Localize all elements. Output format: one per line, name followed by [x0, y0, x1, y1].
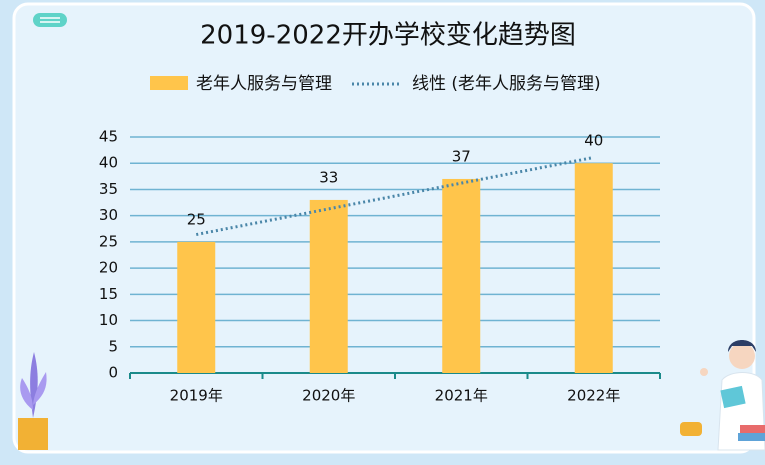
- y-tick-label: 30: [99, 206, 118, 224]
- y-tick-label: 25: [99, 232, 118, 250]
- legend-swatch: [150, 76, 188, 90]
- data-label: 37: [452, 147, 471, 165]
- data-label: 25: [187, 210, 206, 228]
- panel: [12, 2, 756, 454]
- bar: [574, 163, 613, 373]
- x-tick-label: 2020年: [302, 387, 355, 405]
- y-tick-label: 20: [99, 259, 118, 277]
- icon: [33, 13, 67, 27]
- x-tick-label: 2019年: [170, 387, 223, 405]
- person-decoration: [680, 340, 765, 451]
- bar: [177, 241, 216, 373]
- plant-decoration: [18, 352, 48, 450]
- x-tick-label: 2021年: [435, 387, 488, 405]
- y-tick-label: 45: [99, 128, 118, 146]
- x-tick-label: 2022年: [567, 387, 620, 405]
- chart-title: 2019-2022开办学校变化趋势图: [200, 21, 576, 51]
- y-tick-label: 35: [99, 180, 118, 198]
- y-tick-label: 5: [108, 337, 118, 355]
- bar: [309, 199, 348, 373]
- data-label: 33: [319, 168, 338, 186]
- y-tick-label: 0: [108, 364, 118, 382]
- data-label: 40: [584, 132, 603, 150]
- y-tick-label: 15: [99, 285, 118, 303]
- y-tick-label: 40: [99, 154, 118, 172]
- legend-label: 老年人服务与管理: [196, 74, 332, 94]
- legend-label: 线性 (老年人服务与管理): [412, 74, 601, 94]
- bar: [442, 178, 481, 373]
- y-tick-label: 10: [99, 311, 118, 329]
